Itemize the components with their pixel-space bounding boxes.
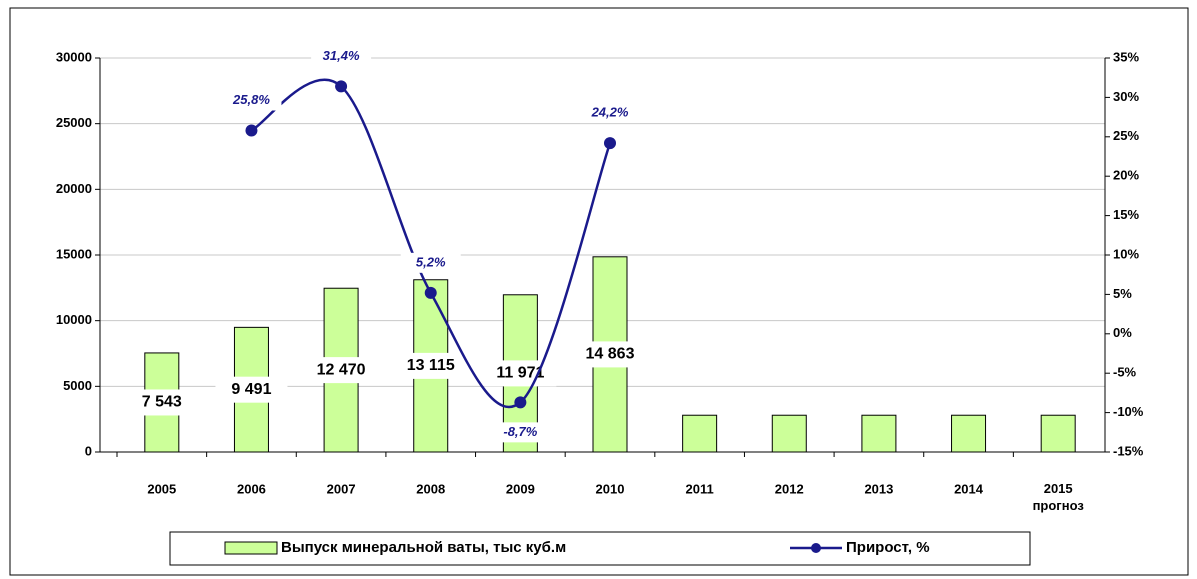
growth-line xyxy=(250,78,612,409)
y2-tick-label: 35% xyxy=(1113,49,1139,64)
value-label: 31,4% xyxy=(323,48,360,63)
value-label-box xyxy=(125,389,198,416)
growth-point xyxy=(335,80,348,93)
x-tick-label: 2010 xyxy=(596,481,625,496)
bar xyxy=(682,414,718,453)
x-tick-label: 2005 xyxy=(147,481,176,496)
y-tick-label: 25000 xyxy=(56,115,92,130)
value-label-box xyxy=(574,341,646,368)
legend-label: Прирост, % xyxy=(846,539,930,556)
value-label: 7 543 xyxy=(142,394,182,411)
value-label-box xyxy=(221,90,282,111)
value-label: 13 115 xyxy=(407,357,455,374)
y2-tick-label: 5% xyxy=(1113,286,1132,301)
value-label-box xyxy=(580,103,640,124)
growth-point xyxy=(424,286,437,299)
y2-tick-label: 10% xyxy=(1113,246,1139,261)
y-tick-label: 10000 xyxy=(56,312,92,327)
bar xyxy=(1040,414,1076,453)
legend-marker xyxy=(811,543,821,553)
y-tick-label: 5000 xyxy=(63,378,92,393)
value-label: 12 470 xyxy=(317,361,366,378)
growth-point xyxy=(245,124,258,137)
value-label: 11 971 xyxy=(496,365,544,382)
y2-tick-label: 20% xyxy=(1113,168,1139,183)
x-tick-label: 2015 прогноз xyxy=(1033,481,1085,513)
value-label-box xyxy=(400,252,461,273)
y2-tick-label: -5% xyxy=(1113,365,1137,380)
growth-point xyxy=(604,137,616,150)
bar xyxy=(861,414,897,453)
y2-tick-label: 0% xyxy=(1113,325,1132,340)
value-label: 5,2% xyxy=(416,254,446,269)
value-label-box xyxy=(484,360,557,387)
x-tick-label: 2013 xyxy=(864,481,893,496)
y-tick-label: 20000 xyxy=(56,181,92,196)
y2-tick-label: -15% xyxy=(1113,443,1144,458)
y2-tick-label: -10% xyxy=(1113,404,1144,419)
growth-point xyxy=(514,396,527,409)
value-label-box xyxy=(311,46,372,67)
value-label: 9 491 xyxy=(231,381,271,398)
legend-swatch xyxy=(224,541,278,555)
x-tick-label: 2009 xyxy=(506,481,535,496)
x-tick-label: 2007 xyxy=(327,481,356,496)
y-tick-label: 0 xyxy=(85,443,92,458)
bar xyxy=(771,414,807,453)
value-label: 24,2% xyxy=(591,105,629,120)
x-tick-label: 2006 xyxy=(237,481,266,496)
value-label-box xyxy=(215,376,288,403)
x-tick-label: 2008 xyxy=(416,481,445,496)
y2-tick-label: 15% xyxy=(1113,207,1139,222)
x-tick-label: 2012 xyxy=(775,481,804,496)
x-tick-label: 2014 xyxy=(954,481,984,496)
y-tick-label: 15000 xyxy=(56,246,92,261)
value-label-box xyxy=(490,422,551,443)
value-label: 14 863 xyxy=(586,346,635,363)
value-label-box xyxy=(305,357,378,384)
value-label: -8,7% xyxy=(503,424,537,439)
y2-tick-label: 25% xyxy=(1113,128,1139,143)
legend-label: Выпуск минеральной ваты, тыс куб.м xyxy=(281,539,566,556)
value-label: 25,8% xyxy=(232,92,270,107)
y-tick-label: 30000 xyxy=(56,49,92,64)
y2-tick-label: 30% xyxy=(1113,89,1139,104)
bar xyxy=(951,414,987,453)
value-label-box xyxy=(394,352,467,379)
x-tick-label: 2011 xyxy=(686,481,714,496)
legend-box xyxy=(169,531,1031,566)
